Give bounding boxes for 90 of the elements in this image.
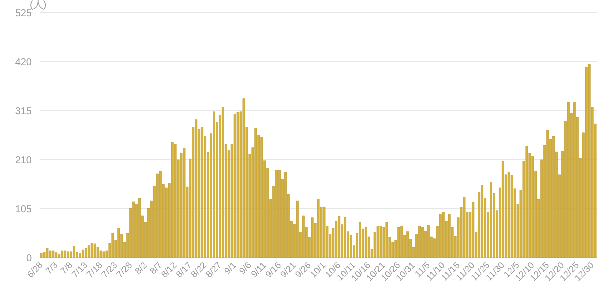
bar xyxy=(49,250,52,258)
bar xyxy=(323,206,326,258)
bar xyxy=(94,244,96,258)
bar xyxy=(174,144,177,258)
bar xyxy=(242,98,246,258)
bar xyxy=(338,216,341,258)
y-tick-label: 420 xyxy=(15,58,32,68)
bar xyxy=(418,226,421,258)
x-tick-label: 8/12 xyxy=(159,260,179,280)
bar xyxy=(183,148,186,258)
bar xyxy=(67,252,70,258)
bar xyxy=(132,202,136,258)
bar xyxy=(118,228,120,258)
y-tick-label: 315 xyxy=(15,106,32,118)
x-tick-label: 7/3 xyxy=(44,260,60,276)
bar xyxy=(234,114,236,258)
bar xyxy=(350,235,352,258)
bar xyxy=(311,218,314,258)
y-tick-label: 525 xyxy=(15,8,32,20)
bar xyxy=(78,254,82,258)
y-tick-label: 105 xyxy=(15,204,32,216)
bar xyxy=(100,250,102,258)
bar xyxy=(585,66,588,258)
bar xyxy=(364,228,368,258)
x-tick-label: 8/2 xyxy=(133,260,150,276)
bar xyxy=(61,250,64,258)
bar xyxy=(58,254,61,258)
bar xyxy=(84,248,88,258)
bar xyxy=(40,254,43,258)
bar xyxy=(448,214,451,258)
x-tick-label: 7/18 xyxy=(85,260,104,280)
bar xyxy=(510,175,514,258)
bar xyxy=(427,226,430,258)
bar xyxy=(302,216,305,258)
bar xyxy=(398,228,400,258)
bar xyxy=(552,136,556,258)
bar xyxy=(102,252,106,258)
bar xyxy=(567,102,570,258)
bar xyxy=(588,64,591,258)
bar xyxy=(400,226,404,258)
bar xyxy=(481,185,484,258)
bar xyxy=(296,200,299,258)
bar xyxy=(439,214,442,258)
bar xyxy=(276,170,278,258)
bar xyxy=(442,212,445,258)
y-tick-label: 210 xyxy=(15,156,32,166)
y-axis-title: (人) xyxy=(30,0,47,11)
bar xyxy=(43,252,46,258)
bar xyxy=(463,198,466,258)
bar xyxy=(422,227,424,258)
bar xyxy=(490,182,492,258)
bar xyxy=(406,232,410,258)
bar xyxy=(156,174,159,258)
bar xyxy=(46,248,49,258)
bar xyxy=(278,170,281,258)
bar xyxy=(73,246,76,258)
bar xyxy=(573,102,576,258)
bar xyxy=(532,156,534,258)
bar xyxy=(358,222,362,258)
bar xyxy=(254,128,258,258)
bar xyxy=(317,199,320,258)
bar xyxy=(546,130,550,258)
bar xyxy=(64,250,67,258)
bar xyxy=(236,112,240,258)
bar xyxy=(380,226,382,258)
bar xyxy=(82,250,84,258)
bar xyxy=(55,252,58,258)
bar xyxy=(165,188,168,258)
bar xyxy=(526,146,528,258)
x-tick-label: 9/1 xyxy=(222,260,239,276)
bar xyxy=(159,172,162,258)
bar xyxy=(52,250,55,258)
bar xyxy=(222,108,224,258)
bar xyxy=(284,172,287,258)
bar xyxy=(201,127,204,258)
bar xyxy=(386,222,388,258)
bar xyxy=(502,161,504,258)
bar xyxy=(472,202,475,258)
bar xyxy=(376,226,380,258)
bar xyxy=(96,248,100,258)
bar xyxy=(213,112,216,258)
bar xyxy=(90,243,94,258)
bar xyxy=(260,136,264,258)
bar xyxy=(112,233,114,258)
bar xyxy=(195,120,198,258)
bar xyxy=(138,198,142,258)
bar xyxy=(508,172,510,258)
bar xyxy=(88,246,90,258)
bar xyxy=(171,142,174,258)
bar xyxy=(344,217,347,258)
